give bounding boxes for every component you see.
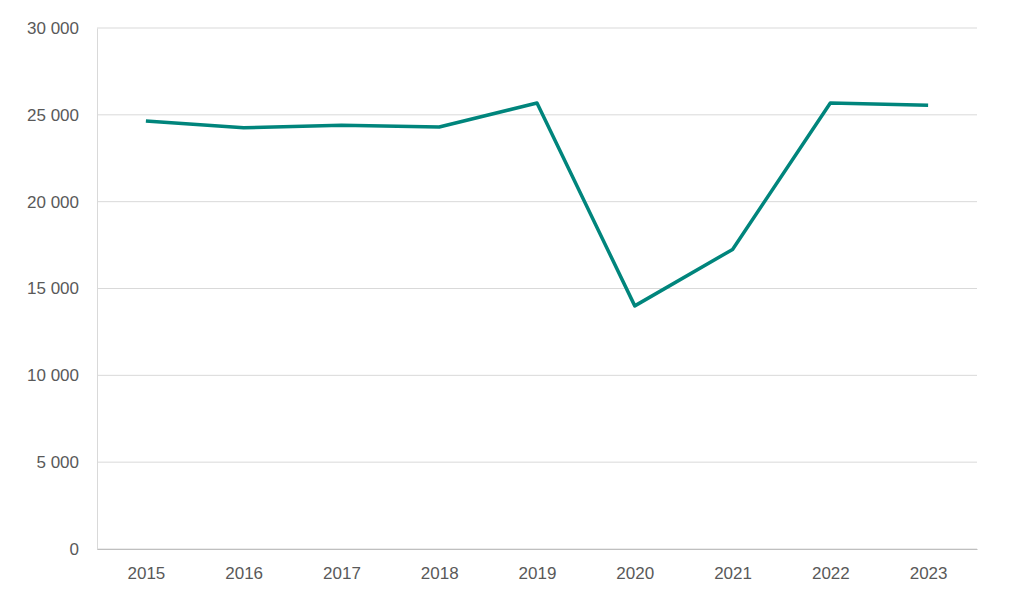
x-tick: 2015 <box>127 549 165 583</box>
grid-line <box>97 462 977 463</box>
plot: 0 5 000 10 000 15 000 20 000 25 000 30 000 2015… <box>27 19 978 583</box>
x-tick: 2022 <box>812 549 850 583</box>
y-tick-label: 25 000 <box>27 106 79 125</box>
line <box>146 103 928 306</box>
x-tick: 2019 <box>519 549 557 583</box>
x-tick: 2023 <box>910 549 948 583</box>
x-tick-label: 2018 <box>421 564 459 583</box>
x-tick: 2021 <box>714 549 752 583</box>
series <box>146 103 928 306</box>
x-axis: 2015 2016 2017 2018 2019 2020 2021 2022 2023 <box>98 549 978 583</box>
grid-line <box>97 288 977 289</box>
x-tick-label: 2020 <box>616 564 654 583</box>
y-tick: 5 000 <box>36 453 97 472</box>
x-tick-label: 2022 <box>812 564 850 583</box>
x-tick-label: 2016 <box>225 564 263 583</box>
y-axis: 0 5 000 10 000 15 000 20 000 25 000 30 000 <box>27 19 98 559</box>
x-tick-label: 2019 <box>519 564 557 583</box>
y-tick: 10 000 <box>27 366 97 385</box>
grid-line <box>97 201 977 202</box>
x-axis-line <box>98 549 978 550</box>
grid-line <box>97 375 977 376</box>
grid-line <box>97 28 977 29</box>
y-tick-label: 30 000 <box>27 19 79 38</box>
y-tick: 30 000 <box>27 19 97 38</box>
y-tick: 0 <box>70 540 97 559</box>
x-tick-label: 2015 <box>127 564 165 583</box>
x-tick-label: 2017 <box>323 564 361 583</box>
x-tick: 2017 <box>323 549 361 583</box>
y-tick-label: 0 <box>70 540 79 559</box>
x-tick-label: 2023 <box>910 564 948 583</box>
y-tick-label: 5 000 <box>36 453 79 472</box>
y-tick-label: 15 000 <box>27 279 79 298</box>
grid <box>97 28 977 549</box>
x-tick: 2018 <box>421 549 459 583</box>
y-tick: 25 000 <box>27 106 97 125</box>
y-axis-line <box>97 29 98 550</box>
y-tick-label: 20 000 <box>27 193 79 212</box>
y-tick-label: 10 000 <box>27 366 79 385</box>
x-tick: 2020 <box>616 549 654 583</box>
y-tick: 15 000 <box>27 279 97 298</box>
chart: 0 5 000 10 000 15 000 20 000 25 000 30 000 2015… <box>0 0 1024 597</box>
grid-line <box>97 114 977 115</box>
y-tick: 20 000 <box>27 193 97 212</box>
grid-line <box>97 549 977 550</box>
x-tick: 2016 <box>225 549 263 583</box>
x-tick-label: 2021 <box>714 564 752 583</box>
